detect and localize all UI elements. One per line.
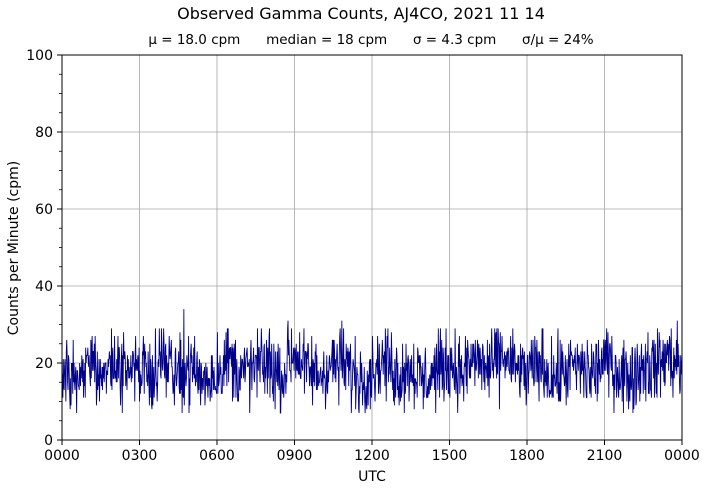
- x-tick-label: 1500: [432, 448, 468, 464]
- x-axis-title: UTC: [358, 469, 386, 485]
- x-tick-label: 1200: [354, 448, 390, 464]
- chart-title: Observed Gamma Counts, AJ4CO, 2021 11 14: [177, 4, 545, 23]
- y-tick-label: 40: [35, 279, 53, 295]
- x-tick-label: 0000: [44, 448, 80, 464]
- series-layer: [61, 309, 683, 414]
- x-tick-label: 0300: [122, 448, 158, 464]
- y-axis-title: Counts per Minute (cpm): [6, 161, 22, 335]
- x-tick-label: 0000: [664, 448, 700, 464]
- y-tick-label: 80: [35, 125, 53, 141]
- y-tick-label: 20: [35, 356, 53, 372]
- x-tick-label: 1800: [509, 448, 545, 464]
- y-tick-label: 60: [35, 202, 53, 218]
- y-tick-label: 100: [26, 48, 53, 64]
- x-tick-label: 0600: [199, 448, 235, 464]
- series-line-0: [61, 309, 683, 414]
- axes: 0000 0300 0600 0900 1200 1500 1800 2100 00000204…: [26, 48, 700, 464]
- y-tick-label: 0: [44, 433, 53, 449]
- x-tick-label: 0900: [277, 448, 313, 464]
- x-tick-label: 2100: [587, 448, 623, 464]
- chart-subtitle: μ = 18.0 cpm median = 18 cpm σ = 4.3 cpm…: [148, 32, 594, 48]
